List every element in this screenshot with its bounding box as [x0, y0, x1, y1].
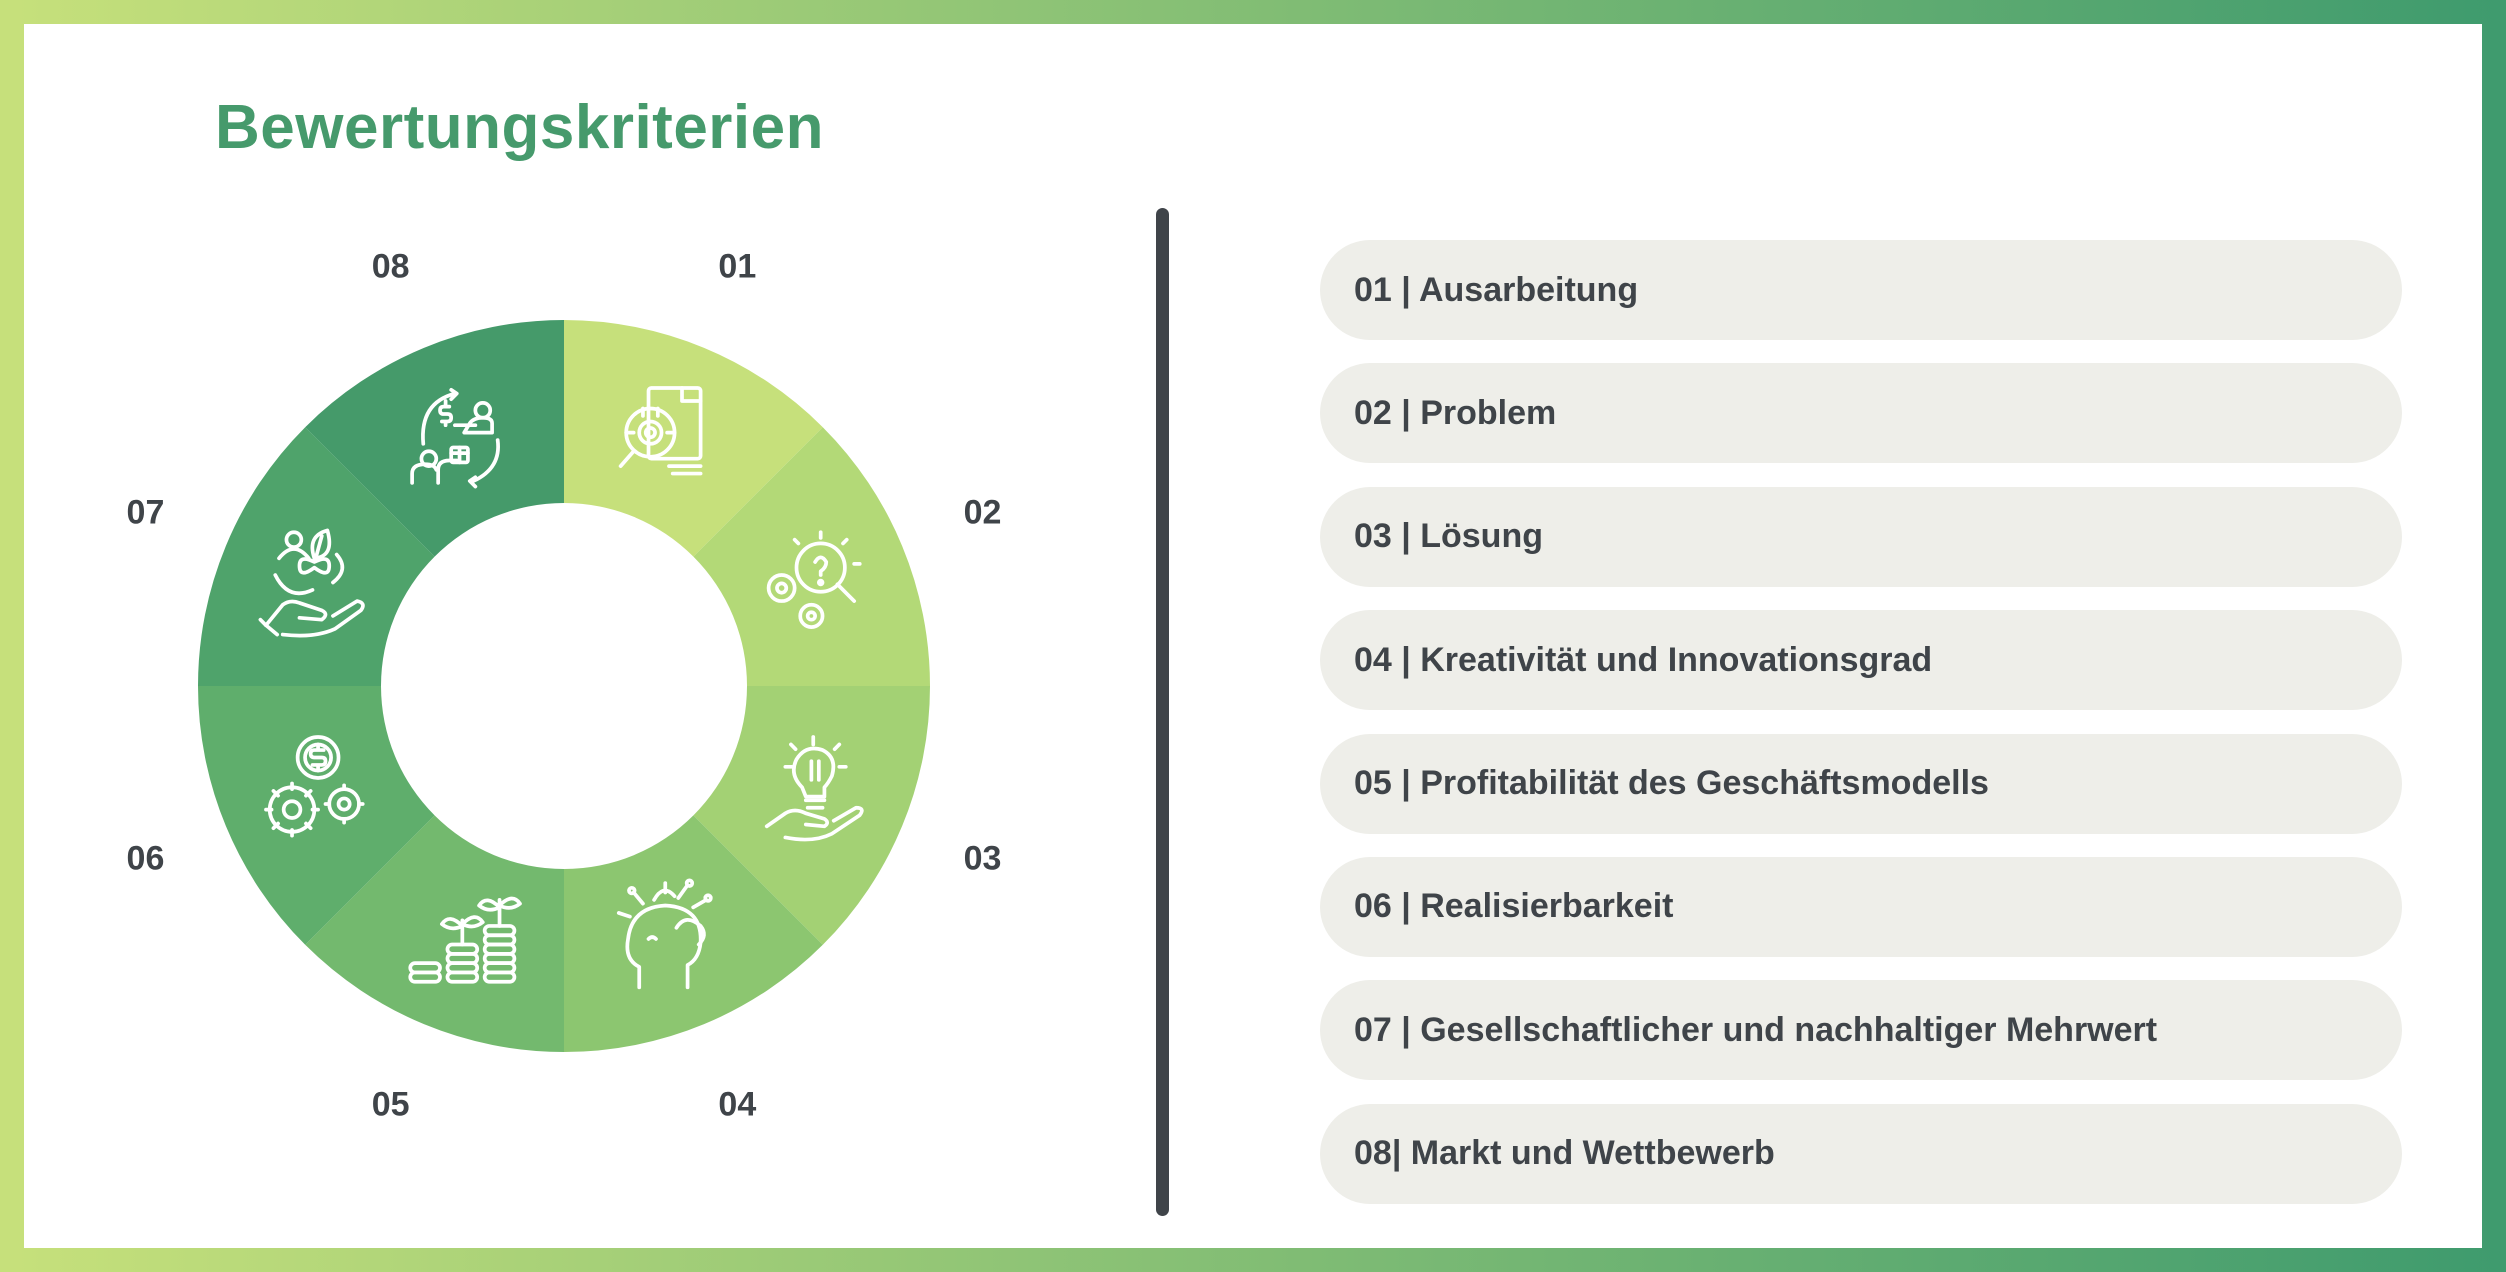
segment-number-08: 08 [371, 247, 410, 286]
criteria-item-03: 03 | Lösung [1320, 486, 2402, 587]
criteria-label: 02 | Problem [1354, 393, 1557, 432]
criteria-label: 03 | Lösung [1354, 517, 1543, 556]
criteria-label: 04 | Kreativität und Innovationsgrad [1354, 640, 1933, 679]
wheel-segment-04 [564, 815, 823, 1053]
document-gear-search-icon [618, 386, 703, 476]
criteria-item-07: 07 | Gesellschaftlicher und nachhaltiger… [1320, 980, 2402, 1081]
criteria-item-05: 05 | Profitabilität des Geschäftsmodells [1320, 733, 2402, 834]
head-creativity-icon [616, 878, 713, 990]
lightbulb-hand-icon [764, 735, 864, 842]
segment-number-03: 03 [963, 839, 1002, 878]
segment-number-01: 01 [718, 247, 757, 286]
criteria-list: 01 | Ausarbeitung 02 | Problem 03 | Lösu… [1320, 240, 2402, 1227]
criteria-item-06: 06 | Realisierbarkeit [1320, 856, 2402, 957]
criteria-item-02: 02 | Problem [1320, 363, 2402, 464]
page-title: Bewertungskriterien [215, 93, 825, 162]
coins-plants-growth-icon [408, 896, 522, 984]
wheel-segment-05 [305, 815, 564, 1052]
vertical-divider [1156, 208, 1169, 1216]
segment-number-07: 07 [126, 493, 165, 532]
exchange-money-product-icon [410, 387, 500, 489]
wheel-segment-01 [564, 320, 823, 557]
wheel-segment-08 [305, 320, 564, 557]
wheel-segment-02 [693, 427, 930, 686]
wheel-segment-06 [198, 686, 435, 945]
segment-number-02: 02 [963, 493, 1002, 532]
criteria-label: 05 | Profitabilität des Geschäftsmodells [1354, 764, 1989, 803]
criteria-item-01: 01 | Ausarbeitung [1320, 240, 2402, 340]
criteria-item-08: 08| Markt und Wettbewerb [1320, 1103, 2402, 1204]
hand-heart-leaf-icon [258, 528, 365, 638]
dollar-gears-icon [264, 735, 365, 838]
criteria-item-04: 04 | Kreativität und Innovationsgrad [1320, 610, 2402, 711]
criteria-label: 08| Markt und Wettbewerb [1354, 1134, 1775, 1173]
criteria-label: 06 | Realisierbarkeit [1354, 887, 1674, 926]
criteria-label: 07 | Gesellschaftlicher und nachhaltiger… [1354, 1010, 2158, 1049]
segment-number-04: 04 [718, 1085, 757, 1124]
gears-question-search-icon [766, 530, 862, 629]
segment-number-06: 06 [126, 839, 165, 878]
segment-number-05: 05 [371, 1085, 410, 1124]
criteria-label: 01 | Ausarbeitung [1354, 270, 1639, 309]
